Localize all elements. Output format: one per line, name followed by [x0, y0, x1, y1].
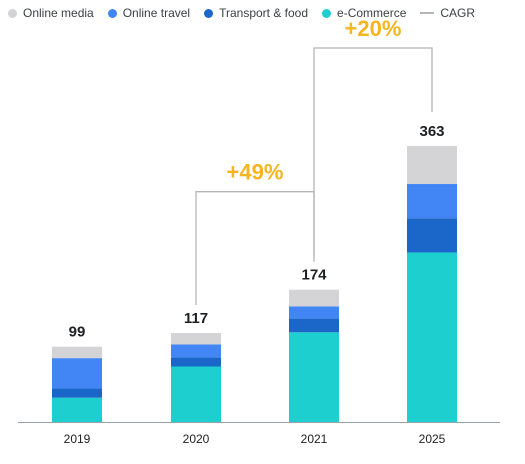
legend: Online media Online travel Transport & f… [8, 6, 489, 20]
cagr-bracket-2021-2025 [313, 47, 433, 262]
bar-segment-e-commerce-2025 [407, 252, 457, 422]
bar-segment-online-media-2020 [171, 333, 221, 345]
legend-item-cagr: CAGR [420, 6, 475, 20]
legend-item-online-travel: Online travel [107, 6, 191, 20]
bar-segment-online-travel-2020 [171, 344, 221, 358]
cagr-label-2020-2021: +49% [227, 160, 284, 185]
total-label-2019: 99 [69, 324, 86, 341]
bar-segment-online-media-2019 [52, 346, 102, 359]
legend-label-e-commerce: e-Commerce [337, 6, 407, 20]
total-label-2020: 117 [184, 310, 208, 327]
bar-segment-e-commerce-2021 [289, 332, 339, 422]
x-tick-label-2021: 2021 [301, 432, 328, 446]
bar-segment-online-media-2025 [407, 146, 457, 185]
bar-segment-online-travel-2025 [407, 184, 457, 219]
bar-segment-e-commerce-2019 [52, 397, 102, 422]
bar-segment-online-travel-2019 [52, 358, 102, 389]
bar-segment-transport-food-2020 [171, 357, 221, 367]
bar-segment-online-media-2021 [289, 289, 339, 307]
legend-item-transport-food: Transport & food [204, 6, 308, 20]
bar-segment-online-travel-2021 [289, 306, 339, 319]
legend-swatch-e-commerce [322, 8, 332, 18]
legend-item-online-media: Online media [8, 6, 94, 20]
legend-swatch-online-media [8, 8, 17, 18]
total-label-2025: 363 [419, 123, 444, 140]
legend-label-transport-food: Transport & food [219, 6, 309, 20]
bar-segment-transport-food-2025 [407, 218, 457, 253]
x-tick-label-2019: 2019 [64, 432, 91, 446]
cagr-bracket-2020-2021 [195, 191, 315, 306]
bar-segment-transport-food-2019 [52, 388, 102, 398]
cagr-label-2021-2025: +20% [345, 16, 402, 41]
x-tick-label-2025: 2025 [419, 432, 446, 446]
legend-swatch-cagr [420, 12, 435, 14]
legend-label-online-travel: Online travel [122, 6, 191, 20]
legend-item-e-commerce: e-Commerce [322, 6, 406, 20]
legend-swatch-online-travel [107, 8, 117, 18]
bar-segment-e-commerce-2020 [171, 366, 221, 422]
x-tick-label-2020: 2020 [183, 432, 210, 446]
legend-swatch-transport-food [204, 8, 214, 18]
bar-segment-transport-food-2021 [289, 318, 339, 333]
legend-label-online-media: Online media [23, 6, 94, 20]
legend-label-cagr: CAGR [440, 6, 476, 20]
total-label-2021: 174 [301, 267, 327, 284]
